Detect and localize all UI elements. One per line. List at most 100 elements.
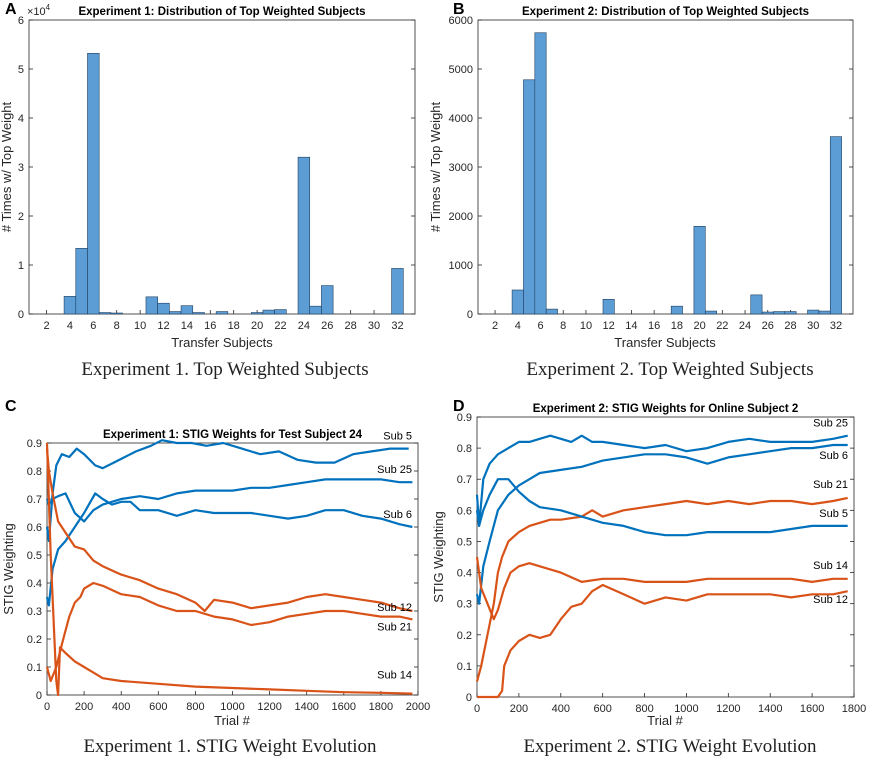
series-label: Sub 14 bbox=[377, 670, 412, 682]
x-tick-label: 1400 bbox=[294, 701, 318, 713]
bar-subject-26 bbox=[321, 285, 334, 315]
x-tick-label: 1000 bbox=[220, 701, 244, 713]
y-tick-label: 5 bbox=[18, 64, 24, 76]
series-line-sub-21 bbox=[475, 496, 848, 682]
x-tick-label: 18 bbox=[228, 320, 240, 332]
panel-letter: A bbox=[5, 1, 17, 18]
x-tick-label: 14 bbox=[625, 320, 637, 332]
series-line-sub-5 bbox=[475, 478, 848, 537]
x-tick-label: 28 bbox=[784, 320, 796, 332]
y-axis-label: # Times w/ Top Weight bbox=[428, 101, 443, 232]
y-tick-label: 0.8 bbox=[457, 443, 472, 455]
y-tick-label: 0.4 bbox=[27, 578, 42, 590]
bar-subject-5 bbox=[523, 79, 536, 315]
y-tick-label: 0.8 bbox=[27, 466, 42, 478]
y-tick-label: 0.1 bbox=[27, 662, 42, 674]
series-line-sub-14 bbox=[45, 442, 413, 697]
y-tick-label: 2000 bbox=[449, 211, 473, 223]
axis-multiplier: ×104 bbox=[27, 3, 51, 18]
panel-c: C Experiment 1: STIG Weights for Test Sub… bbox=[1, 398, 430, 757]
x-tick-label: 800 bbox=[635, 703, 653, 715]
x-tick-label: 1800 bbox=[369, 701, 393, 713]
y-tick-label: 5000 bbox=[449, 64, 473, 76]
x-tick-label: 16 bbox=[648, 320, 660, 332]
x-tick-label: 16 bbox=[204, 320, 216, 332]
bar-subject-21 bbox=[704, 310, 717, 315]
x-tick-label: 200 bbox=[75, 701, 93, 713]
figure-caption: Experiment 2. STIG Weight Evolution bbox=[523, 736, 817, 757]
bar-subject-5 bbox=[75, 248, 88, 315]
bar-subject-18 bbox=[670, 305, 683, 315]
bar-subject-32 bbox=[391, 268, 404, 315]
x-tick-label: 10 bbox=[580, 320, 592, 332]
y-tick-label: 0.5 bbox=[457, 536, 472, 548]
y-tick-label: 3000 bbox=[449, 162, 473, 174]
x-axis-label: Transfer Subjects bbox=[171, 335, 273, 350]
y-tick-label: 0.2 bbox=[27, 634, 42, 646]
axes-box bbox=[476, 416, 855, 698]
x-tick-label: 0 bbox=[474, 703, 480, 715]
x-tick-label: 6 bbox=[90, 320, 96, 332]
x-tick-label: 26 bbox=[321, 320, 333, 332]
y-tick-label: 1000 bbox=[449, 260, 473, 272]
y-tick-label: 0.4 bbox=[457, 568, 472, 580]
series-label: Sub 5 bbox=[819, 508, 848, 520]
x-tick-label: 30 bbox=[807, 320, 819, 332]
panel-letter: D bbox=[453, 398, 465, 415]
x-tick-label: 18 bbox=[671, 320, 683, 332]
bar-subject-25 bbox=[309, 305, 322, 315]
panel-letter: C bbox=[5, 398, 17, 415]
x-tick-label: 1800 bbox=[842, 703, 866, 715]
x-tick-label: 14 bbox=[181, 320, 193, 332]
figure-caption: Experiment 1. Top Weighted Subjects bbox=[81, 359, 368, 380]
y-axis-label: STIG Weighting bbox=[431, 511, 446, 603]
y-tick-label: 0.3 bbox=[457, 599, 472, 611]
x-tick-label: 1000 bbox=[674, 703, 698, 715]
y-tick-label: 0.2 bbox=[457, 630, 472, 642]
y-tick-label: 0 bbox=[467, 309, 473, 321]
x-tick-label: 30 bbox=[368, 320, 380, 332]
bar-subject-7 bbox=[98, 312, 112, 315]
y-tick-label: 3 bbox=[18, 162, 24, 174]
series-label: Sub 6 bbox=[383, 509, 412, 521]
x-tick-label: 1200 bbox=[257, 701, 281, 713]
chart-title: Experiment 2: STIG Weights for Online Su… bbox=[533, 403, 799, 415]
bar-subject-21 bbox=[262, 309, 275, 315]
bar-subject-22 bbox=[274, 309, 287, 315]
y-tick-label: 0 bbox=[36, 690, 42, 702]
series-label: Sub 25 bbox=[813, 418, 848, 430]
y-tick-label: 0 bbox=[466, 692, 472, 704]
series-line-sub-25 bbox=[45, 478, 413, 523]
x-tick-label: 400 bbox=[112, 701, 130, 713]
bar-subject-12 bbox=[157, 302, 170, 315]
series-label: Sub 6 bbox=[819, 450, 848, 462]
x-tick-label: 2 bbox=[43, 320, 49, 332]
series-label: Sub 12 bbox=[813, 594, 848, 606]
bar-subject-6 bbox=[87, 53, 100, 315]
x-tick-label: 1600 bbox=[800, 703, 824, 715]
chart-title: Experiment 1: Distribution of Top Weight… bbox=[78, 6, 365, 18]
x-tick-label: 12 bbox=[603, 320, 615, 332]
bar-subject-31 bbox=[818, 310, 831, 315]
y-tick-label: 4 bbox=[18, 113, 24, 125]
series-line-sub-12 bbox=[477, 583, 848, 699]
x-tick-label: 600 bbox=[149, 701, 167, 713]
x-tick-label: 20 bbox=[693, 320, 705, 332]
y-tick-label: 0.5 bbox=[27, 550, 42, 562]
x-tick-label: 24 bbox=[739, 320, 751, 332]
bar-subject-8 bbox=[110, 312, 123, 315]
x-axis-label: Transfer Subjects bbox=[614, 335, 716, 350]
series-label: Sub 25 bbox=[377, 464, 412, 476]
series-line-sub-6 bbox=[475, 443, 848, 605]
x-tick-label: 28 bbox=[345, 320, 357, 332]
x-tick-label: 8 bbox=[560, 320, 566, 332]
x-tick-label: 4 bbox=[67, 320, 73, 332]
x-tick-label: 32 bbox=[830, 320, 842, 332]
x-tick-label: 200 bbox=[510, 703, 528, 715]
panel-b: B Experiment 2: Distribution of Top Weigh… bbox=[428, 1, 854, 380]
chart-title: Experiment 2: Distribution of Top Weight… bbox=[522, 6, 809, 18]
y-tick-label: 0.9 bbox=[457, 412, 472, 424]
x-tick-label: 4 bbox=[515, 320, 521, 332]
panel-d: D Experiment 2: STIG Weights for Online S… bbox=[431, 398, 866, 757]
y-tick-label: 0 bbox=[18, 309, 24, 321]
